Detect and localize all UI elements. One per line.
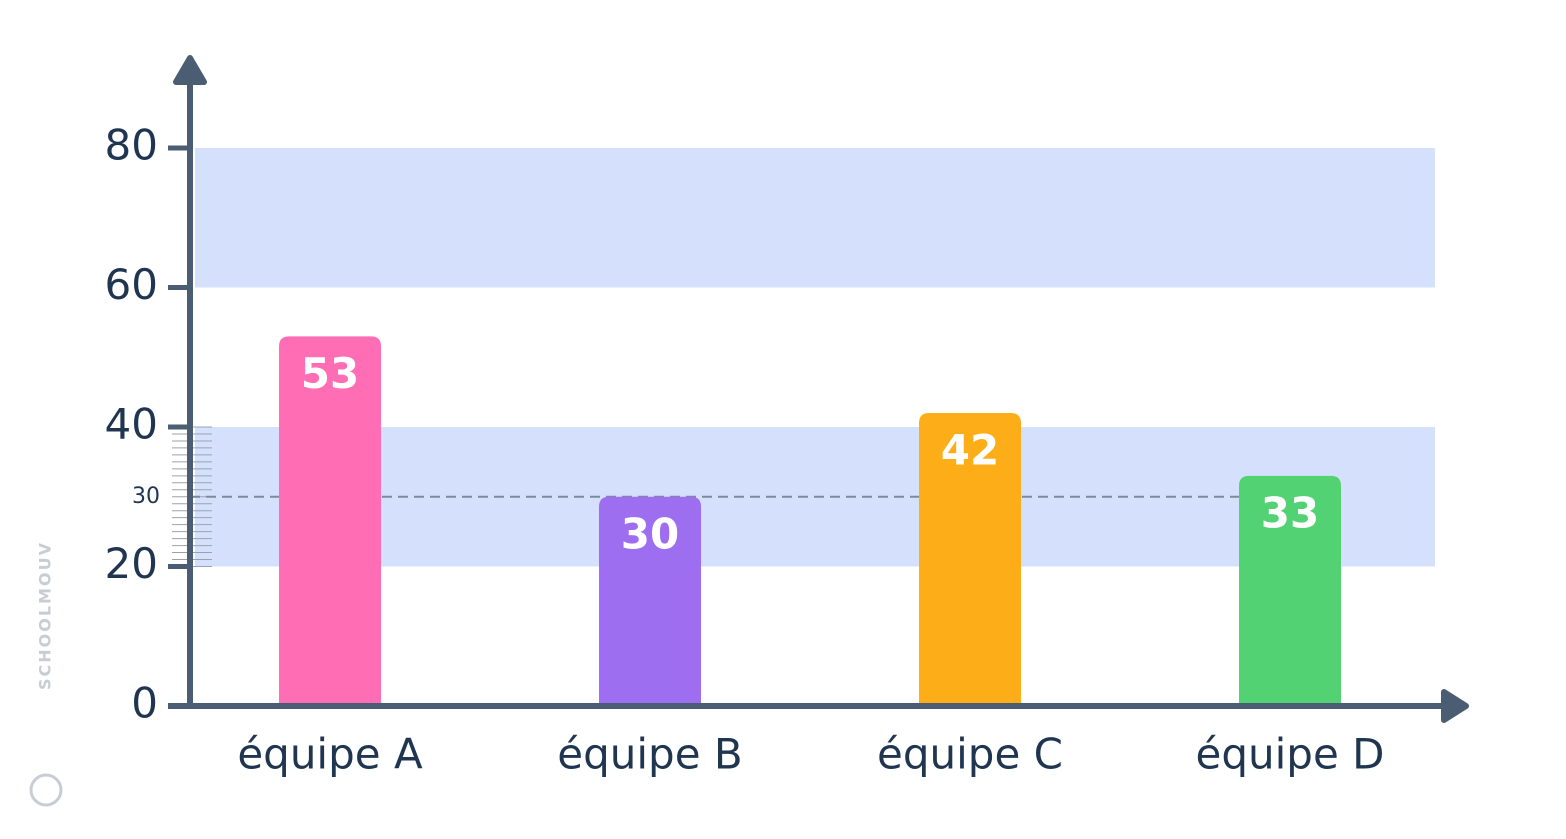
watermark: SCHOOLMOUV bbox=[36, 541, 55, 690]
bar bbox=[1239, 475, 1341, 706]
x-tick-label: équipe A bbox=[237, 730, 423, 779]
bar bbox=[279, 336, 381, 706]
y-tick-label: 80 bbox=[105, 121, 158, 170]
x-tick-label: équipe C bbox=[877, 730, 1063, 779]
y-axis-arrow bbox=[173, 55, 207, 85]
x-axis-arrow bbox=[1441, 689, 1469, 723]
x-tick-label: équipe D bbox=[1196, 730, 1385, 779]
value-label: 53 bbox=[301, 349, 359, 398]
bar bbox=[919, 413, 1021, 706]
reference-label: 30 bbox=[132, 484, 160, 509]
value-label: 42 bbox=[941, 426, 999, 475]
y-tick-label: 20 bbox=[105, 539, 158, 588]
band bbox=[195, 148, 1435, 288]
y-tick-label: 0 bbox=[131, 679, 158, 728]
watermark-logo bbox=[29, 773, 63, 807]
background-layer: 30 bbox=[132, 148, 1435, 567]
x-tick-label: équipe B bbox=[557, 730, 742, 779]
value-label: 33 bbox=[1261, 488, 1319, 537]
value-label: 30 bbox=[621, 509, 679, 558]
y-tick-label: 40 bbox=[105, 400, 158, 449]
bar bbox=[599, 496, 701, 706]
main-layer: 0 20 40 60 80 équipe A 53 équipe B 30 équipe C 42 é… bbox=[105, 121, 1385, 779]
y-tick-label: 60 bbox=[105, 260, 158, 309]
